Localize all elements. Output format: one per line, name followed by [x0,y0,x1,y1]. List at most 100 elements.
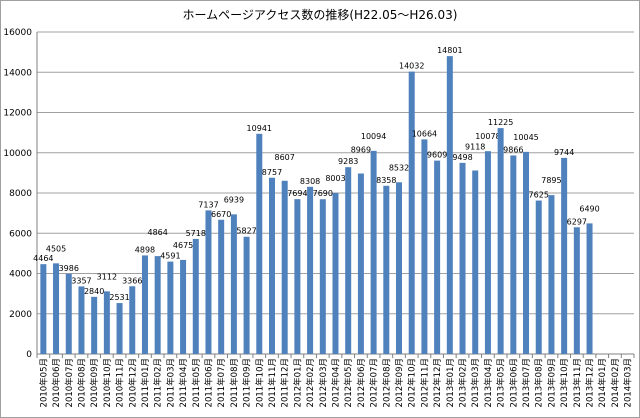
x-tick-label: 2014年02月 [610,358,621,407]
bar [535,200,542,354]
data-label: 3366 [122,276,142,285]
bar [472,170,479,354]
bar [192,238,199,354]
data-label: 5827 [236,227,256,236]
bar [357,173,364,354]
bar [91,296,98,354]
x-tick-label: 2013年03月 [470,358,481,407]
y-tick-label: 8000 [9,189,32,199]
x-tick-label: 2012年05月 [343,358,354,407]
bar [256,133,263,354]
data-label: 2840 [84,287,104,296]
x-tick-label: 2013年09月 [546,358,557,407]
data-label: 14032 [399,62,424,71]
data-label: 7690 [313,189,333,198]
data-label: 7895 [541,176,561,185]
data-label: 9866 [503,145,523,154]
x-tick-label: 2011年10月 [254,358,265,407]
bar [230,214,237,354]
chart-title: ホームページアクセス数の推移(H22.05～H26.03) [182,8,458,22]
x-tick-label: 2010年07月 [64,358,75,407]
x-tick-label: 2013年02月 [458,358,469,407]
data-label: 11225 [488,118,513,127]
data-label: 6670 [211,210,231,219]
bar [103,291,110,354]
x-tick-label: 2013年08月 [534,358,545,407]
x-tick-label: 2012年01月 [292,358,303,407]
bar [129,286,136,354]
data-label: 9744 [554,148,574,157]
data-label: 7625 [529,191,549,200]
data-label: 6490 [579,204,599,213]
y-tick-label: 16000 [3,28,32,38]
data-label: 9118 [465,143,485,152]
data-label: 4898 [135,245,155,254]
y-tick-label: 4000 [9,270,32,280]
x-tick-label: 2012年04月 [331,358,342,407]
y-tick-label: 10000 [3,149,32,159]
data-label: 8757 [262,168,282,177]
x-tick-label: 2014年01月 [597,358,608,407]
x-tick-label: 2012年11月 [419,358,430,407]
bar [40,264,47,354]
data-label: 4675 [173,241,193,250]
bar [116,303,123,354]
x-tick-label: 2011年12月 [280,358,291,407]
bar [268,177,275,354]
data-label: 7694 [287,189,307,198]
bar [548,195,555,354]
data-label: 8308 [300,177,320,186]
x-tick-label: 2013年12月 [585,358,596,407]
data-label: 8607 [275,153,295,162]
x-tick-label: 2011年11月 [267,358,278,407]
x-tick-label: 2011年01月 [140,358,151,407]
bar [243,236,250,354]
data-label: 8969 [351,145,371,154]
data-label: 10045 [513,133,538,142]
bar [586,223,593,354]
bar [561,157,568,354]
data-label: 8358 [376,176,396,185]
x-tick-label: 2011年03月 [165,358,176,407]
data-label: 10664 [412,129,437,138]
x-tick-label: 2013年01月 [445,358,456,407]
data-label: 4864 [147,228,167,237]
bar [141,255,148,354]
x-tick-label: 2010年08月 [76,358,87,407]
x-tick-label: 2010年12月 [127,358,138,407]
data-label: 9283 [338,157,358,166]
x-tick-label: 2011年08月 [229,358,240,407]
data-label: 7137 [198,200,218,209]
data-label: 10941 [247,124,272,133]
x-tick-label: 2011年06月 [203,358,214,407]
x-tick-label: 2012年10月 [407,358,418,407]
data-label: 2531 [109,293,129,302]
data-label: 5718 [186,229,206,238]
bar [408,71,415,354]
x-tick-label: 2013年11月 [572,358,583,407]
bar [459,162,466,354]
data-label: 3357 [71,276,91,285]
x-tick-label: 2011年07月 [216,358,227,407]
data-label: 10078 [475,132,500,141]
x-tick-label: 2012年09月 [394,358,405,407]
y-tick-label: 2000 [9,310,32,320]
y-tick-label: 6000 [9,229,32,239]
bar [180,259,187,354]
data-label: 8532 [389,163,409,172]
data-label: 4464 [33,254,53,263]
y-tick-label: 14000 [3,68,32,78]
bar [167,261,174,354]
x-tick-label: 2011年04月 [178,358,189,407]
x-tick-label: 2011年05月 [191,358,202,407]
data-label: 4591 [160,252,180,261]
x-tick-label: 2013年07月 [521,358,532,407]
bar [484,151,491,354]
data-label: 9498 [452,153,472,162]
bar [434,160,441,354]
bar [307,186,314,354]
bar [281,180,288,354]
bar [421,139,428,354]
x-tick-label: 2011年09月 [242,358,253,407]
